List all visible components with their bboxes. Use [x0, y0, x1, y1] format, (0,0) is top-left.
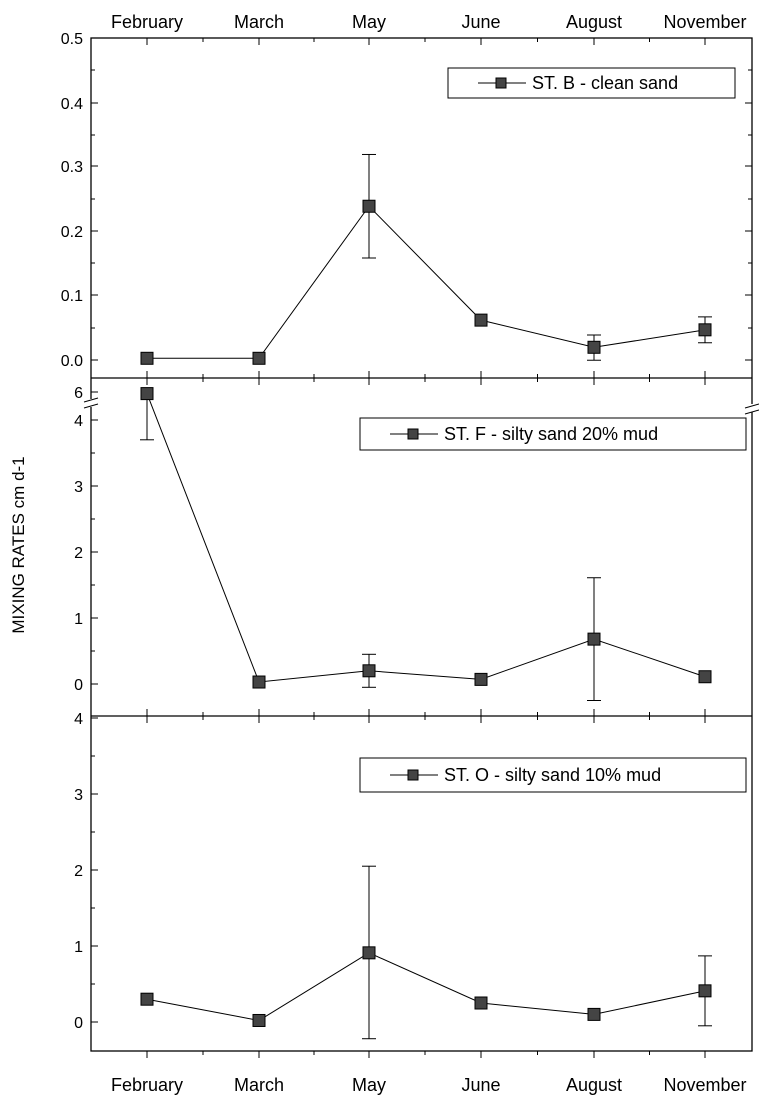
data-point	[474, 672, 488, 686]
data-point	[362, 946, 376, 960]
series-line	[146, 952, 706, 1022]
axis-break-mark-right	[744, 403, 759, 409]
legend-marker	[495, 77, 507, 89]
axis-break-gap	[85, 399, 97, 407]
series-line	[147, 205, 706, 359]
data-point	[587, 340, 601, 354]
y-tick-label: 0.4	[61, 96, 83, 113]
x-tick-label-top: August	[566, 12, 622, 32]
y-tick-label: 0.5	[61, 31, 83, 48]
data-point	[474, 996, 488, 1010]
y-tick-label: 0.0	[61, 353, 83, 370]
plot-frame	[90, 37, 753, 1052]
x-tick-label-top: March	[234, 12, 284, 32]
legend-label: ST. F - silty sand 20% mud	[444, 424, 658, 444]
y-tick-label: 3	[74, 479, 83, 496]
x-tick-label-top: November	[663, 12, 746, 32]
legend-marker	[407, 428, 419, 440]
y-tick-label: 2	[74, 863, 83, 880]
y-tick-label: 0	[74, 677, 83, 694]
series-line	[146, 393, 706, 683]
legend-label: ST. O - silty sand 10% mud	[444, 765, 661, 785]
axis-break-mark	[83, 403, 99, 409]
legend-marker	[407, 769, 419, 781]
data-point	[362, 199, 376, 213]
axis-break-mark-right	[744, 409, 759, 415]
y-tick-label: 4	[74, 413, 83, 430]
data-point	[698, 670, 712, 684]
x-tick-label-bottom: August	[566, 1075, 622, 1095]
legend-label: ST. B - clean sand	[532, 73, 678, 93]
y-tick-label: 4	[74, 711, 83, 728]
x-tick-label-top: February	[111, 12, 183, 32]
y-tick-label: 0.1	[61, 288, 83, 305]
data-point	[140, 387, 154, 401]
y-tick-label: 2	[74, 545, 83, 562]
y-tick-label: 3	[74, 787, 83, 804]
y-tick-label: 0.3	[61, 159, 83, 176]
x-tick-label-top: May	[352, 12, 386, 32]
data-point	[698, 984, 712, 998]
data-point	[140, 992, 154, 1006]
data-point	[587, 1007, 601, 1021]
data-point	[140, 351, 154, 365]
data-point	[252, 675, 266, 689]
y-axis-label: MIXING RATES cm d-1	[9, 456, 28, 633]
data-point	[252, 351, 266, 365]
x-tick-label-bottom: February	[111, 1075, 183, 1095]
axis-break-gap-right	[746, 404, 758, 412]
axis-break-mark	[83, 397, 99, 403]
y-tick-label: 1	[74, 611, 83, 628]
data-point	[587, 632, 601, 646]
data-point	[252, 1013, 266, 1027]
y-tick-label: 1	[74, 939, 83, 956]
data-point	[698, 323, 712, 337]
x-tick-label-top: June	[461, 12, 500, 32]
y-tick-label: 0.2	[61, 224, 83, 241]
y-tick-label: 6	[74, 385, 83, 402]
x-tick-label-bottom: June	[461, 1075, 500, 1095]
x-tick-label-bottom: November	[663, 1075, 746, 1095]
y-tick-label: 0	[74, 1015, 83, 1032]
data-point	[362, 664, 376, 678]
x-tick-label-bottom: March	[234, 1075, 284, 1095]
data-point	[474, 313, 488, 327]
x-tick-label-bottom: May	[352, 1075, 386, 1095]
